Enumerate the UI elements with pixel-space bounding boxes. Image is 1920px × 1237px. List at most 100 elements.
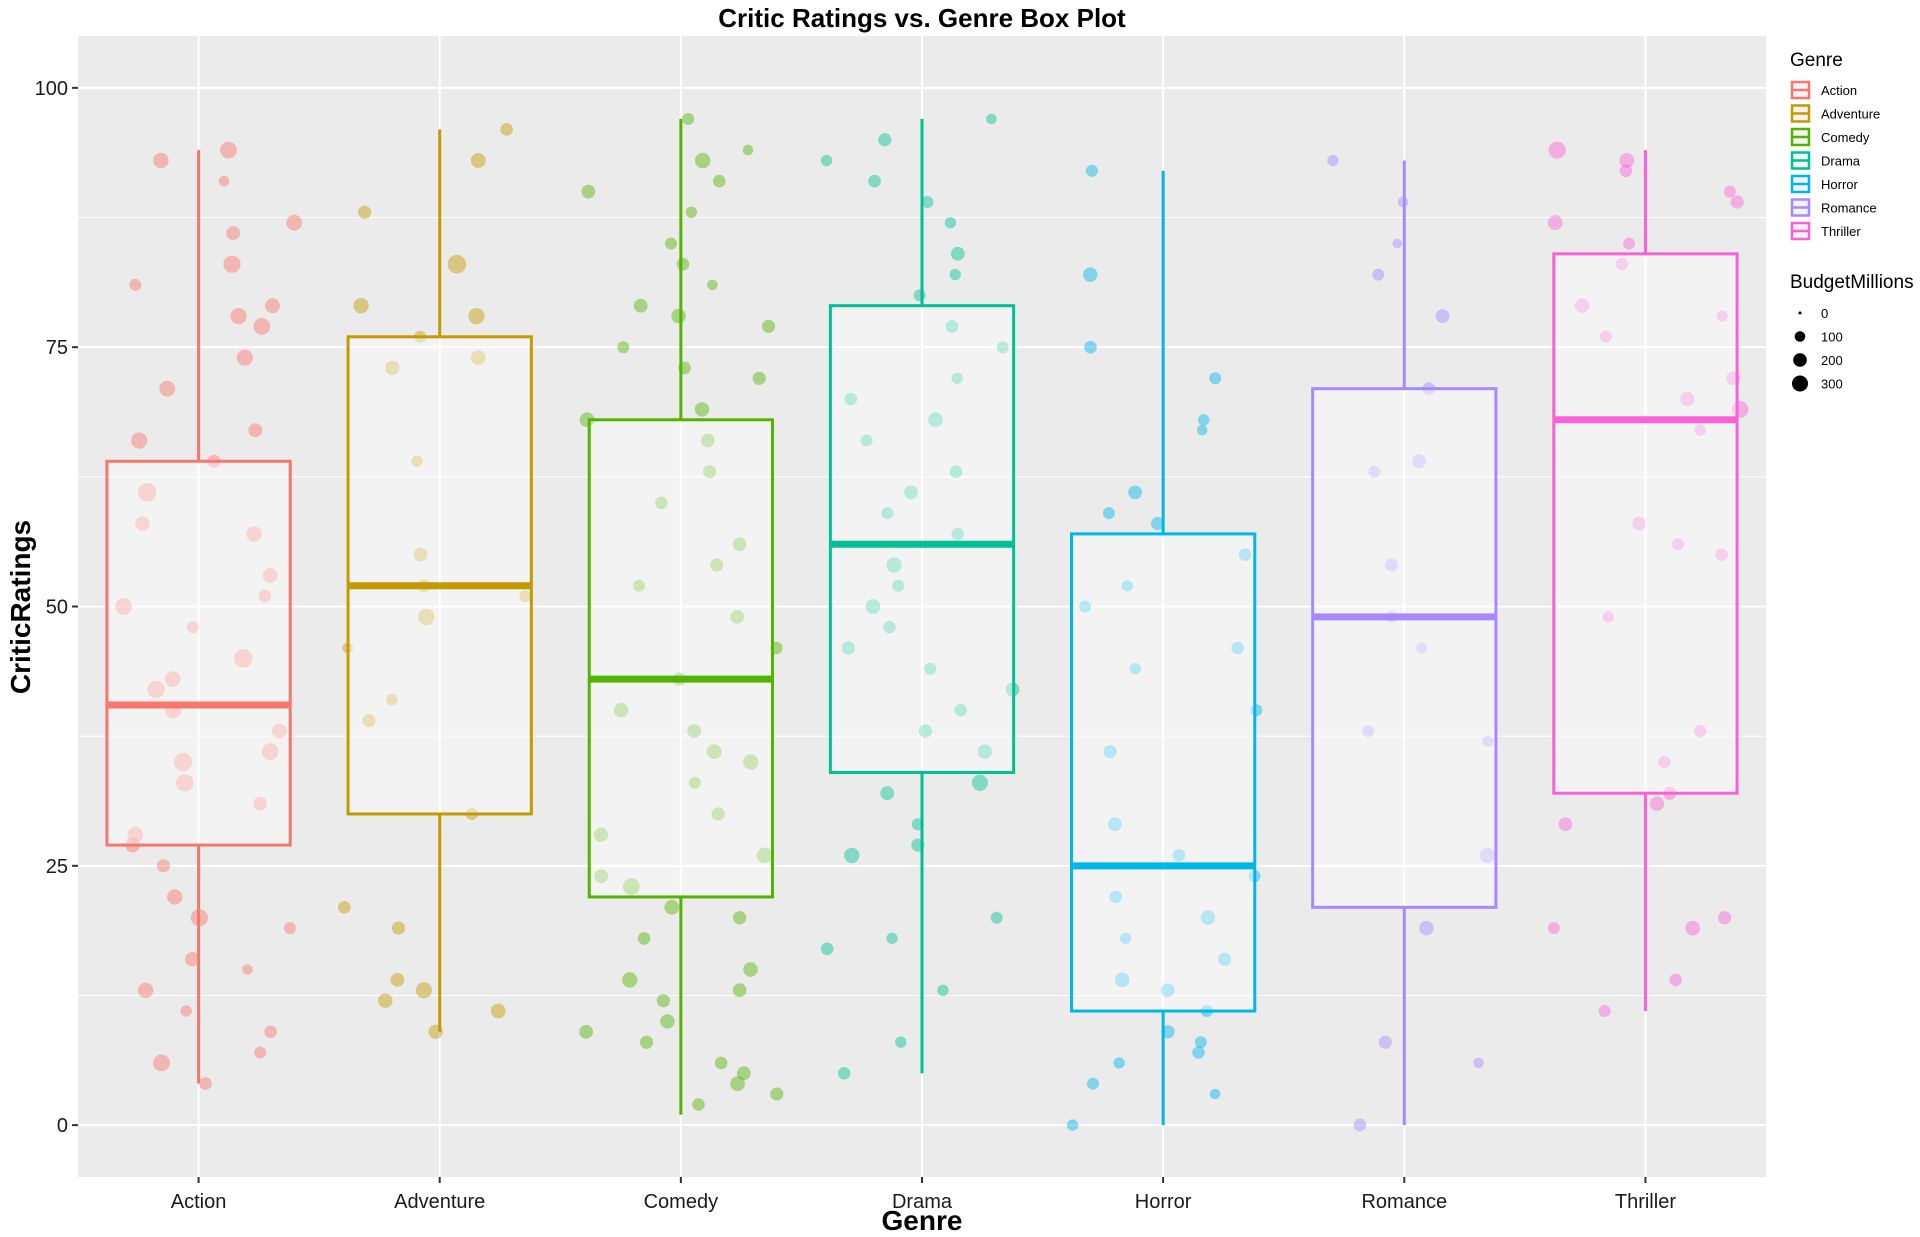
data-point (242, 964, 253, 975)
data-point (226, 226, 241, 241)
legend-key-horror: Horror (1790, 174, 1859, 194)
data-point (732, 983, 747, 998)
data-point (1547, 215, 1563, 231)
data-point (944, 217, 957, 229)
data-point (742, 144, 754, 156)
data-point (706, 744, 722, 760)
data-point (921, 196, 934, 208)
x-axis: Action Adventure Comedy Drama Horror Romance T… (171, 1177, 1676, 1213)
data-point (820, 942, 834, 956)
legend-size-dot (1793, 353, 1807, 367)
data-point (1372, 268, 1385, 281)
data-point (129, 278, 142, 291)
data-point (1548, 141, 1566, 159)
data-point (732, 537, 747, 552)
data-point (949, 465, 963, 479)
data-point (865, 599, 881, 614)
data-point (447, 254, 467, 274)
data-point (682, 113, 695, 125)
x-tick-label: Adventure (394, 1191, 485, 1213)
data-point (820, 154, 833, 167)
legend-size-200: 200 (1793, 353, 1843, 368)
data-point (660, 1014, 675, 1029)
x-tick-label: Romance (1361, 1191, 1447, 1213)
data-point (490, 1003, 506, 1019)
data-point (1558, 817, 1573, 832)
data-point (1172, 849, 1186, 862)
data-point (246, 526, 262, 542)
data-point (761, 319, 776, 333)
y-axis: 0 25 50 75 100 (35, 78, 78, 1137)
data-point (1730, 195, 1744, 209)
data-point (1547, 922, 1560, 935)
data-point (1619, 153, 1635, 168)
data-point (1419, 920, 1434, 936)
y-tick-label: 0 (57, 1115, 68, 1137)
data-point (500, 123, 513, 136)
data-point (1087, 1077, 1099, 1090)
data-point (1482, 735, 1494, 747)
data-point (1085, 164, 1098, 177)
data-point (581, 184, 596, 199)
data-point (752, 371, 766, 385)
data-point (886, 932, 898, 945)
data-point (1114, 972, 1130, 988)
data-point (743, 962, 758, 977)
legend-key-action: Action (1790, 80, 1857, 100)
box-romance (1311, 160, 1498, 1126)
data-point (186, 621, 199, 634)
data-point (391, 921, 406, 935)
y-tick-label: 100 (35, 78, 68, 100)
x-tick-label: Drama (892, 1191, 953, 1213)
data-point (1128, 485, 1142, 500)
data-point (1716, 310, 1728, 322)
data-point (656, 994, 670, 1008)
data-point (362, 714, 376, 728)
data-point (1353, 1118, 1367, 1132)
data-point (733, 911, 747, 925)
data-point (990, 911, 1003, 924)
legend-key-romance: Romance (1790, 198, 1877, 217)
data-point (1238, 548, 1252, 561)
legend-key-label: Horror (1821, 177, 1859, 192)
legend: Genre Action Adventure Comedy Drama Horror Ro… (1790, 50, 1914, 392)
data-point (713, 174, 726, 188)
data-point (164, 671, 181, 687)
data-point (676, 257, 690, 271)
data-point (878, 133, 892, 147)
data-point (265, 298, 280, 314)
data-point (338, 901, 351, 914)
data-point (1218, 952, 1232, 966)
data-point (1200, 910, 1216, 925)
data-point (1083, 267, 1098, 282)
data-point (1669, 973, 1682, 987)
data-point (687, 724, 702, 738)
data-point (986, 113, 997, 125)
data-point (633, 298, 648, 313)
data-point (1574, 298, 1590, 313)
data-point (710, 558, 724, 572)
data-point (954, 703, 967, 717)
legend-size-300: 300 (1792, 375, 1843, 392)
data-point (1192, 1046, 1205, 1059)
data-point (971, 774, 989, 791)
data-point (844, 392, 857, 406)
data-point (147, 680, 165, 699)
data-point (1658, 755, 1671, 769)
data-point (1378, 1035, 1392, 1049)
data-point (892, 579, 905, 592)
data-point (137, 982, 154, 998)
data-point (1196, 424, 1208, 436)
data-point (918, 724, 933, 738)
data-point (1103, 745, 1117, 759)
box-adventure (346, 129, 533, 1032)
data-point (1161, 1025, 1175, 1039)
data-point (913, 289, 926, 302)
legend-size-100: 100 (1794, 330, 1843, 345)
legend-size-label: 0 (1821, 306, 1828, 321)
data-point (1107, 817, 1122, 832)
data-point (1129, 663, 1142, 675)
data-point (1598, 1005, 1611, 1017)
data-point (358, 205, 372, 219)
data-point (1718, 911, 1732, 925)
